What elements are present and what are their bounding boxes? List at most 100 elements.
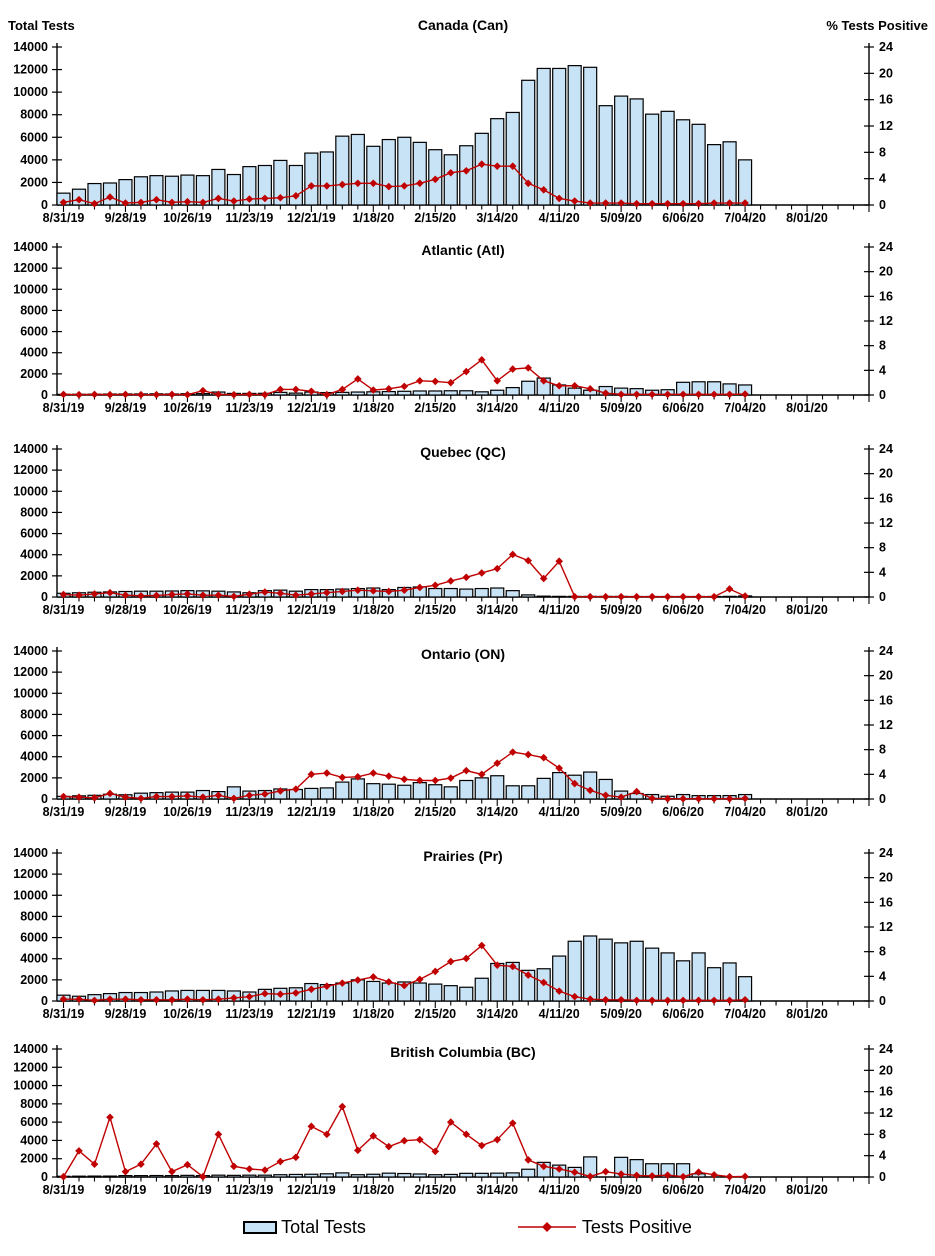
tests-positive-marker xyxy=(741,1172,749,1181)
tests-positive-marker xyxy=(121,199,130,207)
tests-positive-marker xyxy=(261,1166,269,1174)
tests-positive-marker xyxy=(245,1165,254,1173)
right-axis-tick-label: 0 xyxy=(879,198,886,212)
tests-positive-marker xyxy=(75,995,83,1003)
bar xyxy=(304,787,319,800)
x-axis-tick-label: 3/14/20 xyxy=(476,401,518,415)
tests-positive-marker xyxy=(431,175,440,184)
panel-2-chart: Atlantic (Atl) 0 2000 4000 6000 8000 10000 1200… xyxy=(13,240,893,415)
bar xyxy=(676,960,691,1002)
tests-positive-marker xyxy=(323,588,331,597)
bar xyxy=(598,938,613,1002)
left-axis-tick-label: 2000 xyxy=(20,771,48,785)
bar xyxy=(350,133,365,206)
tests-positive-marker xyxy=(183,1160,192,1169)
tests-positive-marker xyxy=(261,989,269,998)
tests-positive-marker xyxy=(741,592,749,600)
tests-positive-marker xyxy=(539,377,548,385)
tests-positive-marker xyxy=(431,967,440,976)
x-axis-tick-label: 8/01/20 xyxy=(786,1007,828,1021)
tests-positive-marker xyxy=(539,1162,548,1171)
right-axis-tick-label: 12 xyxy=(879,718,893,732)
x-axis-tick-label: 8/31/19 xyxy=(43,805,85,819)
tests-positive-marker xyxy=(152,390,161,399)
tests-positive-marker xyxy=(384,182,393,191)
tests-positive-marker xyxy=(307,770,316,779)
tests-positive-marker xyxy=(292,1153,300,1162)
bar xyxy=(505,785,520,800)
right-axis-tick-label: 20 xyxy=(879,265,893,279)
tests-positive-marker xyxy=(570,992,579,1001)
tests-positive-marker xyxy=(106,588,114,597)
right-axis-tick-label: 20 xyxy=(879,871,893,885)
right-axis-tick-label: 4 xyxy=(879,363,886,377)
tests-positive-marker xyxy=(555,764,563,772)
x-axis-tick-label: 4/11/20 xyxy=(539,1183,580,1197)
tests-positive-marker xyxy=(307,387,316,396)
left-axis-tick-label: 6000 xyxy=(20,130,48,144)
tests-positive-marker xyxy=(663,1171,672,1179)
left-axis-tick-label: 12000 xyxy=(13,63,48,77)
x-axis-tick-label: 1/18/20 xyxy=(352,1183,394,1197)
left-axis-tick-label: 8000 xyxy=(20,303,48,317)
left-axis-tick-label: 8000 xyxy=(20,1097,48,1111)
bar xyxy=(87,1175,102,1178)
bar xyxy=(474,977,489,1002)
tests-positive-marker xyxy=(679,996,687,1005)
tests-positive-marker xyxy=(725,996,734,1005)
tests-positive-marker xyxy=(446,774,455,782)
tests-positive-marker xyxy=(446,957,455,966)
tests-positive-marker xyxy=(694,1168,703,1176)
bar xyxy=(273,1174,288,1178)
tests-positive-marker xyxy=(152,591,161,600)
tests-positive-marker xyxy=(694,199,703,208)
chart-panels: Total Tests % Tests Positive Canada (Can) 0… xyxy=(8,17,928,1197)
bar xyxy=(521,785,536,800)
tests-positive-marker xyxy=(648,390,656,399)
tests-positive-marker xyxy=(369,973,378,981)
tests-positive-marker xyxy=(725,390,734,399)
bar xyxy=(350,778,365,800)
left-axis-tick-label: 8000 xyxy=(20,505,48,519)
tests-positive-marker xyxy=(632,592,641,601)
bar xyxy=(428,1174,443,1178)
tests-positive-marker xyxy=(477,569,486,577)
tests-positive-marker xyxy=(741,995,749,1004)
x-axis-tick-label: 3/14/20 xyxy=(476,603,518,617)
tests-positive-marker xyxy=(245,390,254,399)
tests-positive-marker xyxy=(276,1157,285,1166)
x-axis-tick-label: 5/09/20 xyxy=(600,603,642,617)
bar xyxy=(443,154,458,206)
tests-positive-marker xyxy=(601,791,610,800)
left-axis-tick-label: 10000 xyxy=(13,282,48,296)
tests-positive-marker xyxy=(75,390,83,399)
tests-positive-marker xyxy=(555,557,563,566)
tests-positive-marker xyxy=(415,179,424,188)
left-axis-tick-label: 14000 xyxy=(13,442,48,456)
bar xyxy=(242,1174,257,1178)
left-axis-tick-label: 10000 xyxy=(13,85,48,99)
tests-positive-marker xyxy=(199,386,207,395)
tests-positive-marker xyxy=(446,168,455,177)
x-axis-tick-label: 12/21/19 xyxy=(287,603,336,617)
right-axis-tick-label: 16 xyxy=(879,1085,893,1099)
tests-positive-marker xyxy=(307,182,316,190)
bar xyxy=(505,961,520,1002)
tests-positive-marker xyxy=(369,587,378,595)
tests-positive-marker xyxy=(354,375,362,383)
tests-positive-marker xyxy=(586,199,594,207)
x-axis-tick-label: 2/15/20 xyxy=(414,401,456,415)
tests-positive-marker xyxy=(90,199,99,208)
tests-positive-marker xyxy=(493,377,502,385)
bar xyxy=(660,110,675,206)
tests-positive-marker xyxy=(400,1136,409,1145)
right-axis-tick-label: 24 xyxy=(879,644,893,658)
left-axis-tick-label: 14000 xyxy=(13,644,48,658)
tests-positive-marker xyxy=(725,585,734,593)
x-axis-tick-label: 8/31/19 xyxy=(43,1183,85,1197)
bar xyxy=(505,111,520,206)
left-axis-tick-label: 12000 xyxy=(13,261,48,275)
x-axis-tick-label: 8/01/20 xyxy=(786,1183,828,1197)
bar xyxy=(366,145,381,206)
tests-positive-marker xyxy=(400,981,409,990)
